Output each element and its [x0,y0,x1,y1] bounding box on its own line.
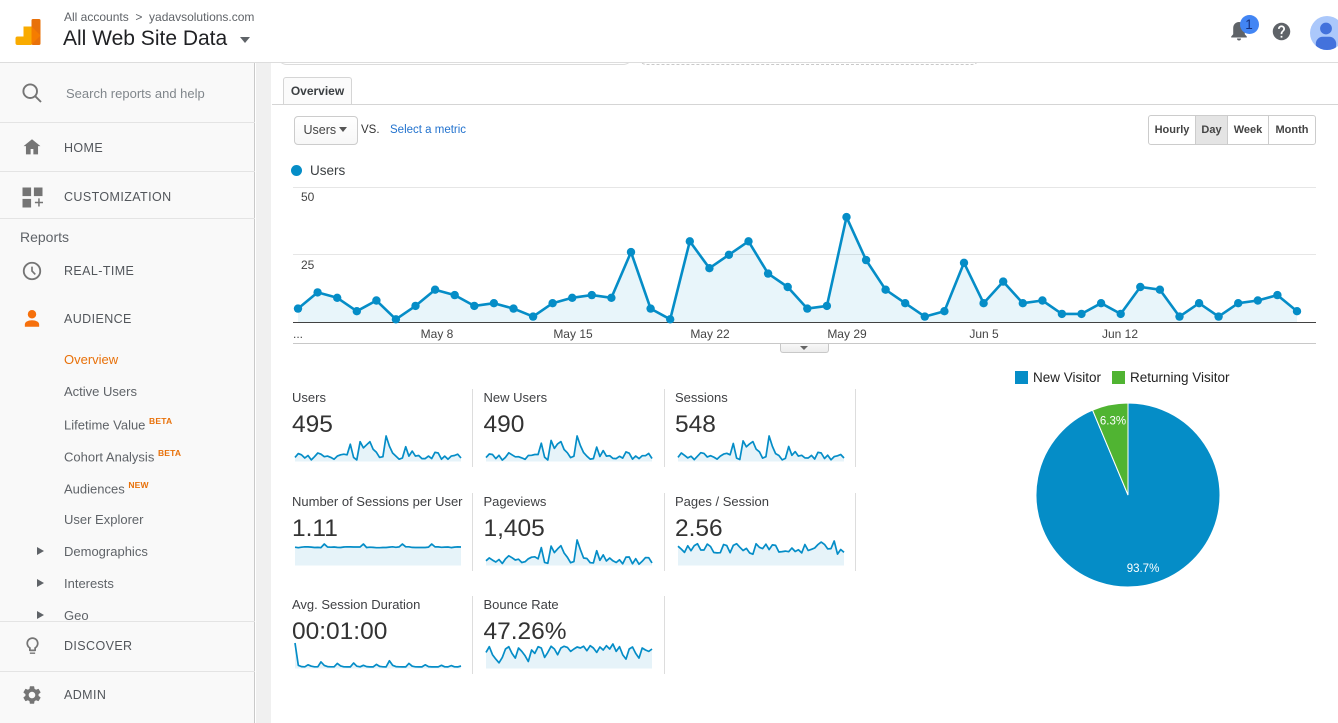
svg-text:6.3%: 6.3% [1100,416,1126,428]
svg-text:93.7%: 93.7% [1127,563,1160,575]
